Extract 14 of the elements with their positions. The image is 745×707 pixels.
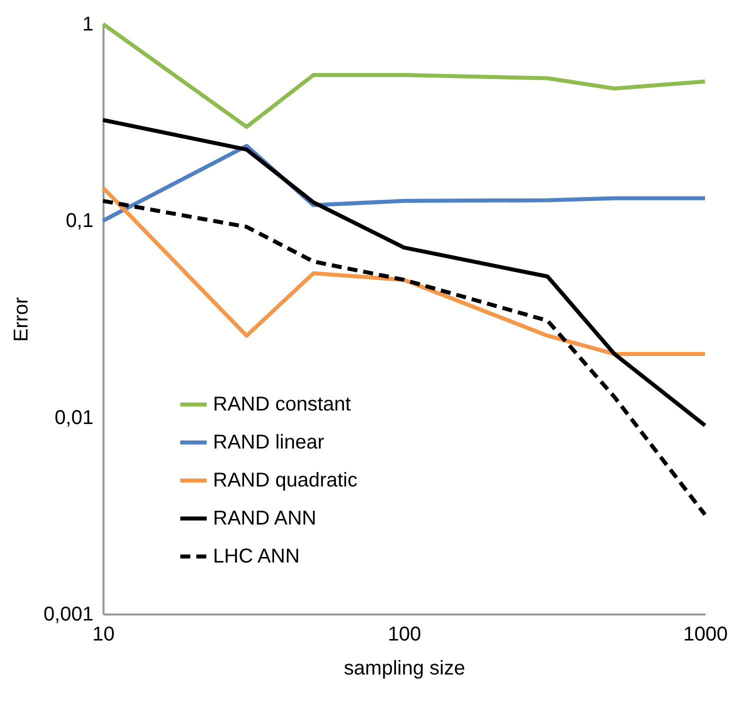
y-axis-title: Error bbox=[10, 296, 32, 342]
x-tick-label: 1000 bbox=[683, 624, 728, 646]
legend-label: RAND constant bbox=[213, 394, 352, 416]
legend-label: RAND linear bbox=[213, 432, 324, 454]
y-tick-label: 0,001 bbox=[43, 604, 94, 626]
y-tick-label: 0,01 bbox=[54, 406, 94, 429]
legend-label: RAND ANN bbox=[213, 508, 316, 530]
x-axis-title: sampling size bbox=[344, 658, 466, 680]
y-tick-label: 1 bbox=[82, 14, 94, 36]
legend-label: RAND quadratic bbox=[213, 470, 358, 492]
legend-label: LHC ANN bbox=[213, 546, 300, 568]
x-tick-label: 100 bbox=[388, 624, 422, 646]
x-tick-label: 10 bbox=[92, 624, 115, 646]
y-tick-label: 0,1 bbox=[66, 210, 94, 232]
